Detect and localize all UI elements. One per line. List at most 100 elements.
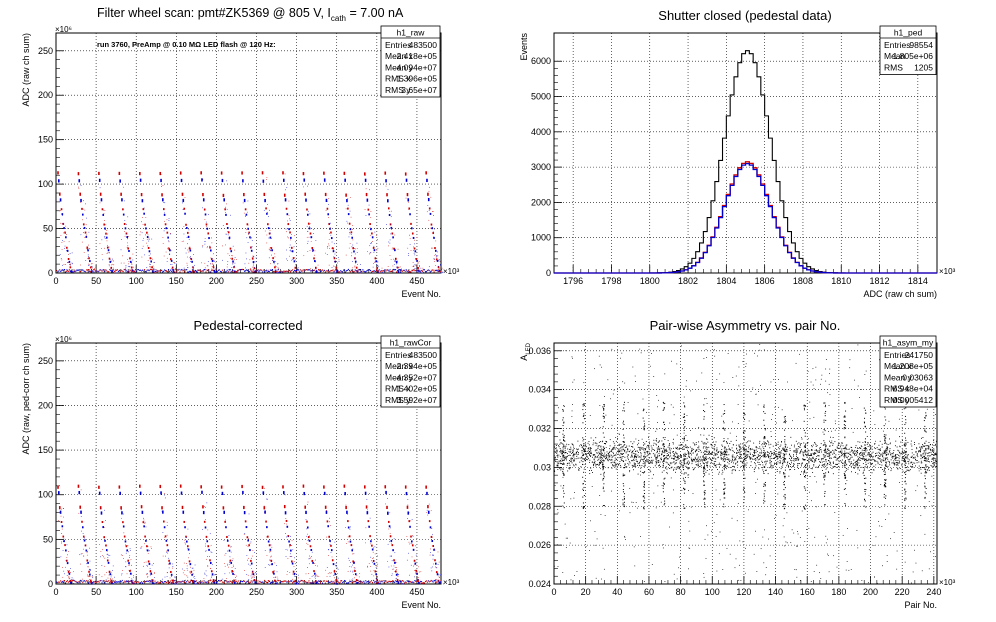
scatter-point [600,461,602,463]
scatter-point [368,269,370,271]
scatter-point [726,442,728,444]
scatter-point [166,261,168,262]
scatter-point [170,573,173,576]
scatter-point [255,271,257,273]
scatter-point [233,571,234,573]
scatter-point [399,269,401,271]
scatter-point [612,441,614,443]
scatter-point [879,464,881,465]
scatter-point [745,456,747,458]
scatter-point [308,236,310,238]
scatter-point [89,581,91,583]
scatter-point [84,545,86,547]
scatter-point [426,512,428,513]
scatter-point [88,569,90,571]
scatter-point [889,452,891,454]
scatter-point [357,263,358,265]
scatter-point [826,449,828,450]
scatter-point [133,575,135,577]
scatter-point [811,461,813,463]
scatter-point [438,576,440,578]
scatter-point [333,271,335,273]
scatter-point [837,463,839,465]
scatter-point [247,539,249,542]
scatter-point [223,269,225,271]
scatter-point [153,563,154,564]
scatter-point [112,569,113,571]
scatter-point [291,540,293,542]
scatter-point [201,270,203,272]
scatter-point [598,452,600,454]
scatter-point [292,578,293,580]
scatter-point [685,444,687,446]
scatter-point [376,581,377,583]
scatter-point [310,268,312,270]
scatter-point [254,575,256,577]
scatter-point [148,237,150,239]
scatter-point [111,582,113,584]
scatter-point [81,269,83,271]
scatter-point [226,269,228,271]
scatter-point [172,566,174,567]
scatter-point [797,448,799,450]
scatter-point [224,212,226,213]
scatter-point [190,566,191,568]
stats-value: 483500 [409,40,438,50]
scatter-point [168,563,169,565]
scatter-point [234,271,236,273]
scatter-point [390,580,392,583]
scatter-point [928,455,930,457]
scatter-point [351,581,353,584]
scatter-point [770,462,772,464]
scatter-point [119,179,121,183]
scatter-point [290,249,291,251]
scatter-point [390,542,392,544]
scatter-point [212,579,215,582]
y-tick-label: 0.034 [528,385,551,395]
scatter-point [375,270,377,272]
scatter-point [270,247,273,250]
scatter-point [103,536,106,539]
scatter-point [141,247,143,249]
scatter-point [141,270,143,272]
scatter-point [67,262,69,263]
scatter-point [110,582,112,584]
scatter-point [647,451,649,453]
scatter-point [81,580,83,582]
scatter-point [327,494,328,496]
scatter-point [66,270,68,272]
scatter-point [342,581,344,584]
scatter-point [565,445,567,447]
scatter-point [649,460,651,462]
scatter-point [344,492,346,496]
scatter-point [336,579,338,582]
scatter-point [307,230,308,232]
scatter-point [585,454,587,456]
scatter-point [60,222,62,224]
scatter-point [141,199,144,203]
scatter-point [198,581,200,583]
scatter-point [67,262,68,263]
scatter-point [249,564,251,566]
scatter-point [880,453,882,455]
scatter-point [396,580,398,583]
scatter-point [163,526,166,529]
scatter-point [842,462,843,464]
scatter-point [280,581,282,583]
scatter-point [310,548,313,551]
scatter-point [270,232,271,234]
scatter-point [759,452,761,454]
scatter-point [261,269,263,272]
scatter-point [861,445,863,447]
scatter-point [371,242,373,244]
scatter-point [749,454,751,455]
scatter-point [126,233,128,235]
scatter-point [295,580,297,583]
scatter-point [326,510,328,511]
scatter-point [334,569,335,571]
scatter-point [285,580,287,582]
scatter-point [371,232,373,235]
scatter-point [251,573,253,575]
scatter-point [306,542,308,544]
scatter-point [389,582,391,583]
